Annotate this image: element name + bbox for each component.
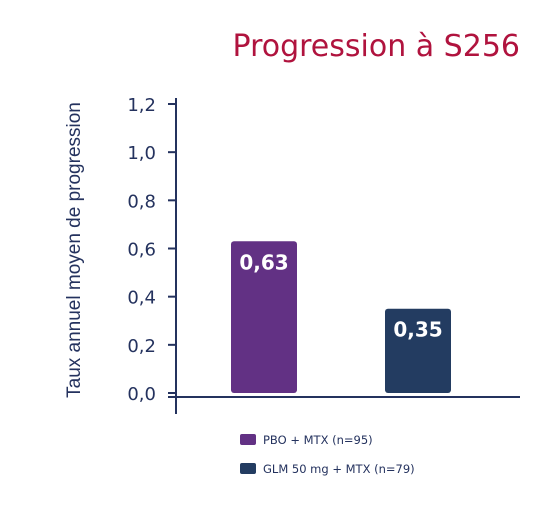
y-tick-label: 0,4: [127, 288, 156, 309]
bar: [385, 308, 451, 393]
y-tick-label: 1,0: [127, 143, 156, 164]
y-tick-label: 0,6: [127, 240, 156, 261]
y-axis-label: Taux annuel moyen de progression: [64, 102, 85, 398]
bar-value-label: 0,63: [239, 250, 288, 274]
y-tick-label: 0,0: [127, 384, 156, 405]
legend-label: PBO + MTX (n=95): [263, 433, 373, 447]
legend-swatch: [240, 434, 256, 445]
chart-title: Progression à S256: [233, 29, 521, 64]
legend-swatch: [240, 463, 256, 474]
legend-label: GLM 50 mg + MTX (n=79): [263, 462, 415, 476]
y-tick-label: 0,8: [127, 191, 156, 212]
y-ticks: 0,0 0,2 0,4 0,6 0,8 1,0 1,2: [127, 95, 176, 405]
y-tick-label: 1,2: [127, 95, 156, 116]
bar-value-label: 0,35: [393, 318, 442, 342]
y-tick-label: 0,2: [127, 336, 156, 357]
bar: [231, 241, 297, 393]
legend: PBO + MTX (n=95) GLM 50 mg + MTX (n=79): [240, 433, 415, 476]
bars: 0,63 0,35: [231, 241, 451, 393]
